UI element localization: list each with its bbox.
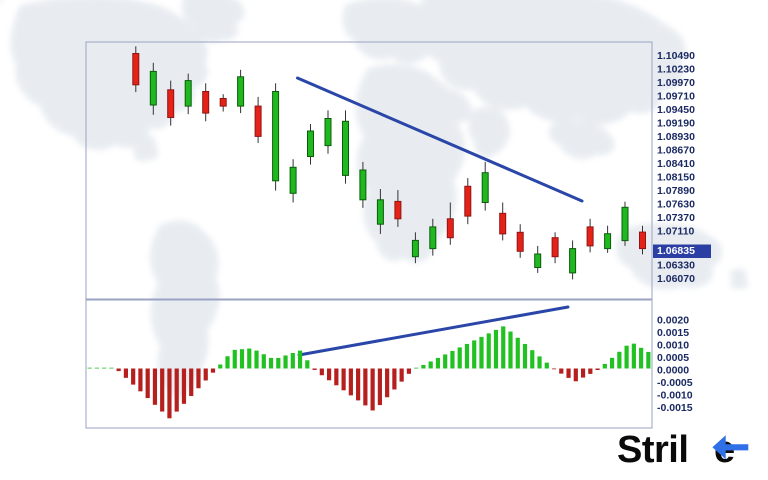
svg-text:1.08930: 1.08930 [657, 131, 695, 143]
svg-text:1.08670: 1.08670 [657, 145, 695, 157]
svg-text:1.06835: 1.06835 [657, 245, 695, 257]
svg-text:1.07630: 1.07630 [657, 199, 695, 211]
svg-text:0.0005: 0.0005 [657, 352, 689, 364]
svg-text:-0.0005: -0.0005 [657, 377, 693, 389]
svg-text:-0.0015: -0.0015 [657, 402, 693, 414]
svg-text:0.0020: 0.0020 [657, 315, 689, 327]
svg-text:1.09710: 1.09710 [657, 91, 695, 103]
svg-text:Stril: Stril [617, 429, 688, 471]
svg-text:1.08150: 1.08150 [657, 172, 695, 184]
svg-text:1.06070: 1.06070 [657, 273, 695, 285]
svg-text:1.10230: 1.10230 [657, 64, 695, 76]
svg-text:1.09190: 1.09190 [657, 118, 695, 130]
svg-text:1.07890: 1.07890 [657, 185, 695, 197]
svg-text:-0.0010: -0.0010 [657, 390, 693, 402]
svg-text:0.0000: 0.0000 [657, 365, 689, 377]
svg-text:1.07110: 1.07110 [657, 226, 695, 238]
svg-text:1.06330: 1.06330 [657, 260, 695, 272]
svg-text:0.0015: 0.0015 [657, 327, 689, 339]
svg-text:1.09450: 1.09450 [657, 104, 695, 116]
svg-text:1.07370: 1.07370 [657, 212, 695, 224]
svg-text:1.10490: 1.10490 [657, 50, 695, 62]
svg-text:1.09970: 1.09970 [657, 77, 695, 89]
svg-text:0.0010: 0.0010 [657, 340, 689, 352]
svg-text:1.08410: 1.08410 [657, 158, 695, 170]
